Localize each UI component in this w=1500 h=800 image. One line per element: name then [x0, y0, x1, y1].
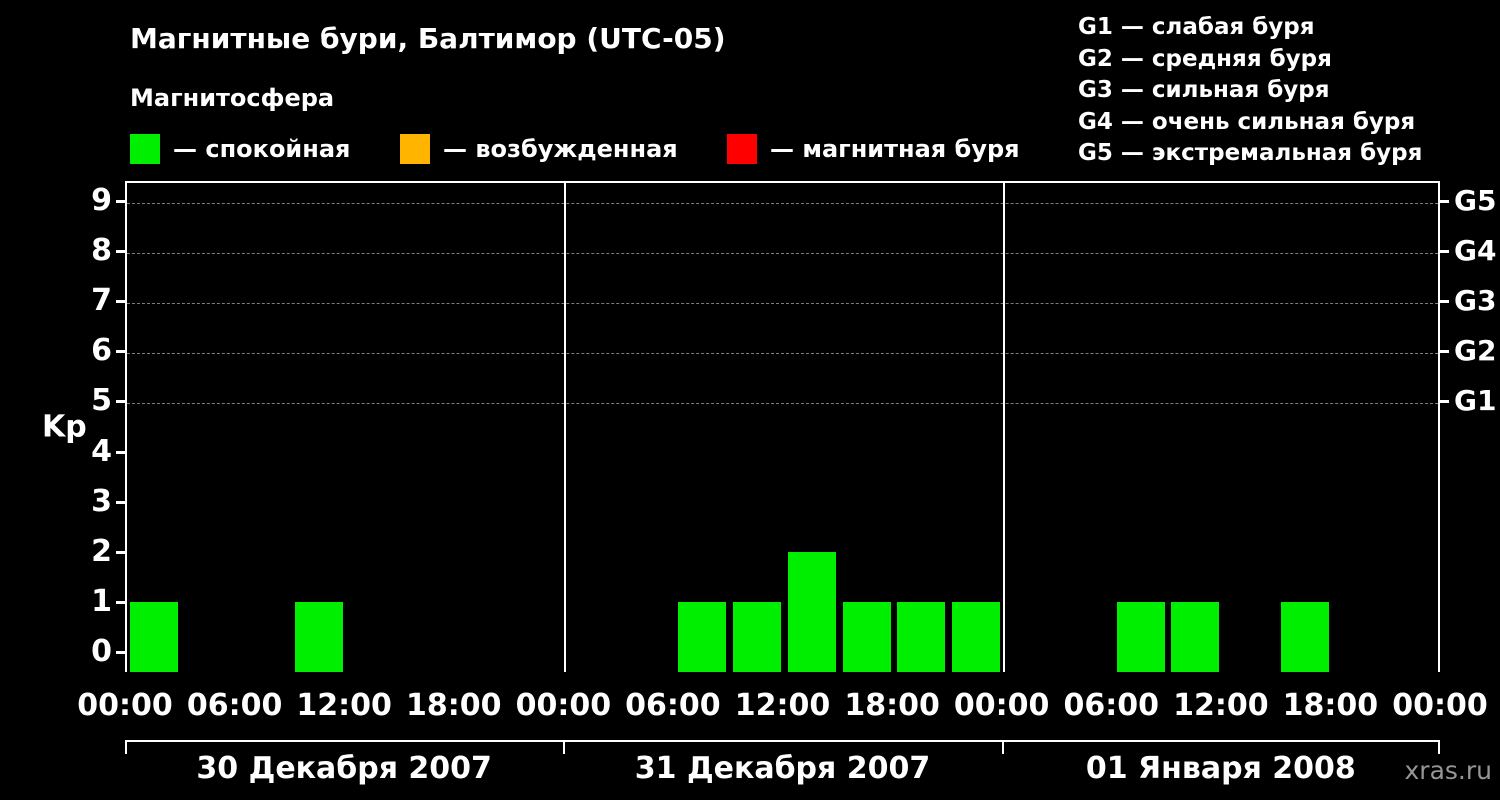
- date-label: 30 Декабря 2007: [196, 751, 492, 786]
- x-tick-label: 18:00: [406, 688, 502, 723]
- watermark: xras.ru: [1404, 756, 1493, 785]
- legend-item-quiet: — спокойная: [130, 134, 350, 164]
- kp-bar: [294, 601, 343, 672]
- right-axis-label-G5: G5: [1454, 183, 1497, 217]
- grid-line-kp8: [127, 253, 1438, 255]
- chart-subtitle: Магнитосфера: [130, 84, 335, 112]
- day-separator: [1002, 183, 1005, 672]
- storm-scale-g5: G5 — экстремальная буря: [1078, 140, 1423, 166]
- day-separator: [564, 183, 567, 672]
- y-tick-mark: [116, 350, 125, 354]
- kp-bar: [787, 551, 836, 672]
- x-tick-label: 12:00: [734, 688, 831, 723]
- x-tick-label: 12:00: [296, 688, 392, 723]
- date-axis-tick: [1438, 740, 1440, 754]
- unsettled-color-swatch: [400, 134, 430, 164]
- kp-bar: [1281, 601, 1330, 672]
- kp-bar: [1116, 601, 1165, 672]
- y-tick-label-6: 6: [91, 333, 112, 369]
- grid-line-kp7: [127, 303, 1438, 305]
- y-tick-mark: [116, 500, 125, 504]
- y-tick-mark: [116, 450, 125, 454]
- y-tick-label-0: 0: [91, 633, 112, 669]
- y-tick-mark: [116, 200, 125, 204]
- y-axis-title: Kp: [42, 409, 87, 444]
- storm-scale-g2: G2 — средняя буря: [1078, 45, 1332, 72]
- x-tick-label: 18:00: [844, 688, 940, 723]
- kp-bar: [678, 601, 727, 672]
- date-axis-line: [125, 740, 1440, 742]
- storm-color-swatch: [727, 134, 757, 164]
- y-tick-label-9: 9: [91, 182, 112, 218]
- plot-area: [125, 181, 1440, 672]
- right-tick-mark: [1440, 400, 1449, 404]
- kp-bar: [842, 601, 891, 672]
- storm-scale-g1: G1 — слабая буря: [1078, 14, 1315, 40]
- kp-bar: [1171, 601, 1220, 672]
- right-axis-label-G4: G4: [1454, 233, 1497, 267]
- legend-item-unsettled: — возбужденная: [400, 134, 678, 164]
- x-tick-label: 00:00: [953, 688, 1050, 723]
- y-tick-mark: [116, 550, 125, 554]
- quiet-legend-label: — спокойная: [173, 135, 351, 163]
- date-label: 01 Января 2008: [1085, 751, 1356, 786]
- x-tick-label: 00:00: [515, 688, 612, 723]
- x-tick-label: 06:00: [186, 688, 283, 723]
- y-tick-label-3: 3: [91, 483, 112, 519]
- y-tick-mark: [116, 300, 125, 304]
- x-tick-label: 18:00: [1282, 688, 1379, 723]
- x-tick-label: 00:00: [77, 688, 173, 723]
- y-tick-mark: [116, 250, 125, 254]
- kp-bar: [952, 601, 1001, 672]
- chart-title: Магнитные бури, Балтимор (UTC-05): [130, 22, 726, 55]
- y-tick-mark: [116, 400, 125, 404]
- kp-bar: [733, 601, 782, 672]
- y-tick-label-7: 7: [91, 283, 112, 319]
- storm-scale-g3: G3 — сильная буря: [1078, 77, 1330, 103]
- y-tick-label-8: 8: [91, 232, 112, 268]
- y-tick-label-2: 2: [91, 533, 112, 569]
- date-axis-tick: [125, 740, 127, 754]
- grid-line-kp5: [127, 403, 1438, 405]
- right-axis-label-G2: G2: [1454, 334, 1497, 368]
- y-tick-label-1: 1: [91, 583, 112, 619]
- unsettled-legend-label: — возбужденная: [443, 135, 678, 163]
- y-tick-label-5: 5: [91, 383, 112, 419]
- y-tick-mark: [116, 650, 125, 654]
- legend-item-storm: — магнитная буря: [727, 134, 1020, 164]
- kp-bar: [897, 601, 946, 672]
- y-tick-mark: [116, 600, 125, 604]
- right-tick-mark: [1440, 200, 1449, 204]
- right-axis-label-G3: G3: [1454, 284, 1497, 318]
- x-tick-label: 00:00: [1392, 688, 1488, 723]
- grid-line-kp9: [127, 203, 1438, 205]
- right-tick-mark: [1440, 250, 1449, 254]
- kp-bar: [130, 601, 179, 672]
- x-tick-label: 12:00: [1173, 688, 1269, 723]
- date-label: 31 Декабря 2007: [634, 751, 931, 786]
- date-axis-tick: [563, 740, 566, 754]
- x-tick-label: 06:00: [625, 688, 721, 723]
- storm-legend-label: — магнитная буря: [770, 135, 1020, 163]
- y-tick-label-4: 4: [91, 433, 112, 469]
- right-tick-mark: [1440, 350, 1449, 354]
- quiet-color-swatch: [130, 134, 160, 164]
- date-axis-tick: [1001, 740, 1004, 754]
- right-axis-label-G1: G1: [1454, 384, 1497, 418]
- storm-scale-legend: G1 — слабая буря G2 — средняя буря G3 — …: [1078, 12, 1422, 170]
- right-tick-mark: [1440, 300, 1449, 304]
- storm-scale-g4: G4 — очень сильная буря: [1078, 108, 1416, 135]
- x-tick-label: 06:00: [1063, 688, 1160, 723]
- grid-line-kp6: [127, 353, 1438, 355]
